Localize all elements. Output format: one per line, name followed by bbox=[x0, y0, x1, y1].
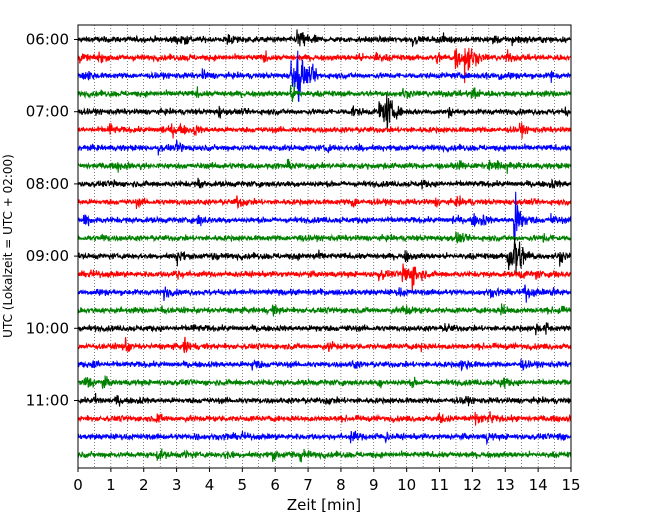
seismic-trace bbox=[77, 263, 572, 292]
seismic-trace bbox=[77, 50, 572, 103]
seismic-trace bbox=[77, 94, 572, 129]
seismic-trace bbox=[77, 158, 572, 174]
seismic-trace bbox=[77, 358, 572, 372]
y-tick-label: 09:00 bbox=[26, 247, 69, 265]
seismic-trace bbox=[77, 47, 572, 84]
seismic-trace bbox=[77, 140, 572, 156]
seismic-trace bbox=[77, 322, 572, 336]
x-axis-ticks: 0 1 2 3 4 5 6 7 8 9 10 11 12 13 14 15 bbox=[73, 468, 581, 494]
seismic-trace bbox=[77, 448, 572, 463]
y-tick-label: 10:00 bbox=[26, 319, 69, 337]
seismic-trace bbox=[77, 303, 572, 317]
y-tick-label: 06:00 bbox=[26, 31, 69, 49]
seismic-trace bbox=[77, 177, 572, 190]
x-tick-label: 9 bbox=[369, 476, 379, 494]
y-axis-ticks: 06:00 07:00 08:00 09:00 10:00 11:00 bbox=[26, 31, 78, 410]
x-tick-label: 10 bbox=[397, 476, 416, 494]
x-tick-label: 14 bbox=[529, 476, 548, 494]
x-tick-label: 15 bbox=[561, 476, 580, 494]
y-axis-label: UTC (Lokalzeit = UTC + 02:00) bbox=[1, 154, 15, 338]
seismic-trace bbox=[77, 375, 572, 389]
x-tick-label: 12 bbox=[463, 476, 482, 494]
seismic-trace bbox=[77, 195, 572, 210]
y-tick-label: 08:00 bbox=[26, 175, 69, 193]
x-tick-label: 8 bbox=[336, 476, 346, 494]
seismic-trace bbox=[77, 411, 572, 426]
seismic-trace bbox=[77, 231, 572, 244]
seismic-trace bbox=[77, 191, 572, 239]
x-tick-label: 2 bbox=[139, 476, 149, 494]
plot-frame bbox=[77, 24, 572, 469]
seismic-trace bbox=[77, 430, 572, 446]
x-tick-label: 0 bbox=[73, 476, 83, 494]
seismic-trace bbox=[77, 83, 572, 102]
x-tick-label: 6 bbox=[270, 476, 280, 494]
seismic-trace bbox=[77, 284, 572, 303]
seismic-trace bbox=[77, 336, 572, 354]
seismic-trace bbox=[77, 237, 572, 275]
x-tick-label: 5 bbox=[238, 476, 248, 494]
x-tick-label: 4 bbox=[205, 476, 215, 494]
seismic-trace bbox=[77, 29, 572, 48]
seismic-trace bbox=[77, 122, 572, 139]
y-tick-label: 11:00 bbox=[26, 392, 69, 410]
x-axis-label: Zeit [min] bbox=[287, 496, 361, 514]
seismic-trace bbox=[77, 392, 572, 407]
x-tick-label: 3 bbox=[172, 476, 182, 494]
seismic-traces bbox=[77, 29, 572, 463]
x-tick-label: 11 bbox=[430, 476, 449, 494]
vertical-grid bbox=[94, 25, 555, 468]
x-tick-label: 7 bbox=[303, 476, 313, 494]
x-tick-label: 13 bbox=[496, 476, 515, 494]
x-tick-label: 1 bbox=[106, 476, 116, 494]
y-tick-label: 07:00 bbox=[26, 103, 69, 121]
